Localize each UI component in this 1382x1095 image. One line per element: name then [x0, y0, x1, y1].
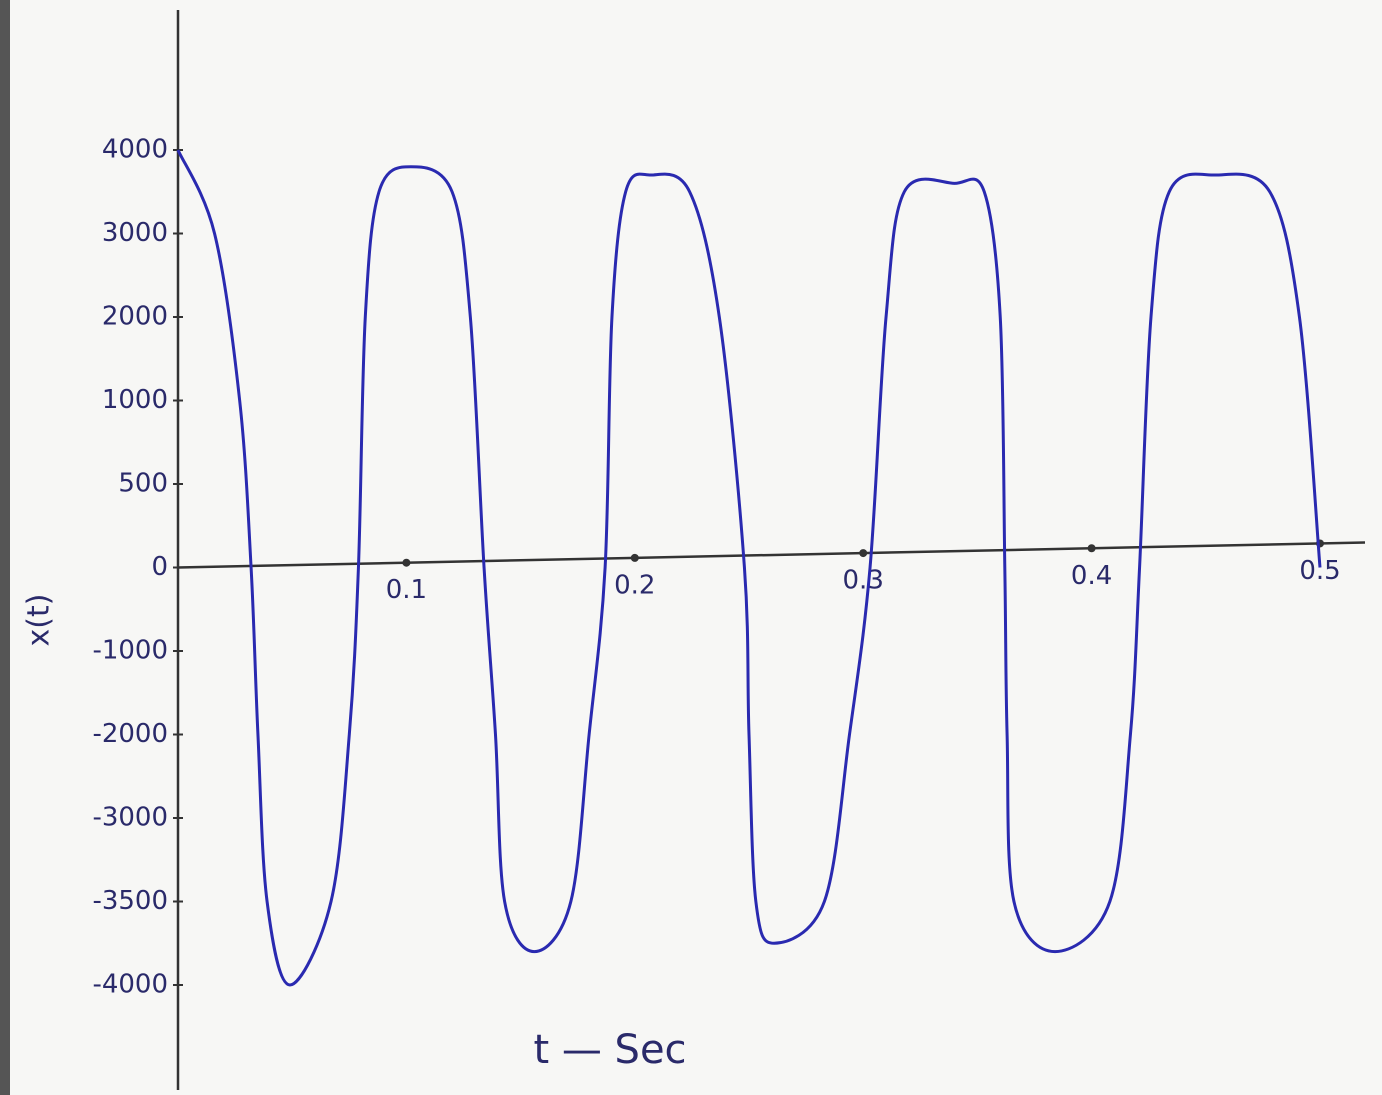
page: {"chart_data": { "type": "line", "x_labe… [0, 0, 1382, 1095]
page-edge [0, 0, 10, 1095]
y-tick-label: -2000 [92, 719, 168, 749]
y-axis-label: x(t) [22, 594, 57, 647]
x-tick-label: 0.1 [386, 575, 427, 605]
x-axis [178, 543, 1365, 568]
x-tick [631, 554, 639, 562]
x-tick-label: 0.2 [614, 570, 655, 600]
y-tick-label: -3000 [92, 803, 168, 833]
x-axis-label: t — Sec [533, 1027, 686, 1073]
y-tick-label: -3500 [92, 886, 168, 916]
x-tick [1088, 544, 1096, 552]
y-tick-label: 3000 [102, 218, 168, 248]
y-tick-label: 0 [151, 552, 168, 582]
y-tick-label: 2000 [102, 302, 168, 332]
y-tick-label: 1000 [102, 385, 168, 415]
y-tick-label: -4000 [92, 970, 168, 1000]
y-tick-label: -1000 [92, 636, 168, 666]
x-tick [859, 549, 867, 557]
x-tick [402, 559, 410, 567]
curve [178, 150, 1320, 985]
chart: t — Sec x(t) 4000 3000 2000 1000 500 0 -1000 -2… [0, 0, 1382, 1095]
x-tick-label: 0.3 [843, 566, 884, 596]
y-tick-label: 4000 [102, 135, 168, 165]
x-tick-label: 0.4 [1071, 561, 1112, 591]
y-tick-label: 500 [118, 469, 168, 499]
